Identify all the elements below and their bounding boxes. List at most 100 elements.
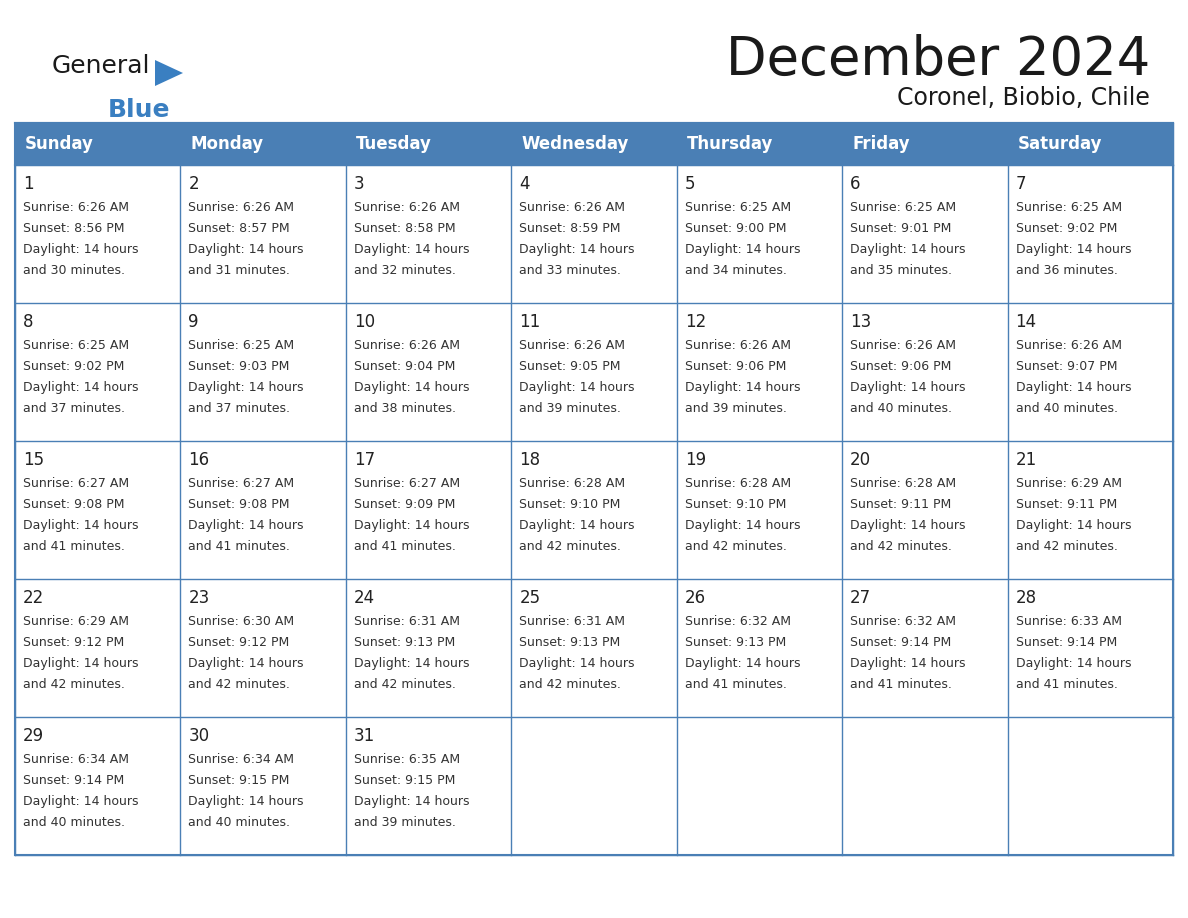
Text: and 41 minutes.: and 41 minutes. — [23, 540, 125, 553]
Text: 18: 18 — [519, 451, 541, 469]
Bar — [511, 441, 677, 579]
Text: 6: 6 — [851, 175, 860, 193]
Bar — [1007, 441, 1173, 579]
Bar — [1007, 579, 1173, 717]
Bar — [181, 123, 346, 165]
Text: and 39 minutes.: and 39 minutes. — [519, 402, 621, 415]
Text: and 42 minutes.: and 42 minutes. — [1016, 540, 1118, 553]
Text: Sunrise: 6:28 AM: Sunrise: 6:28 AM — [519, 477, 625, 490]
Text: Sunset: 9:06 PM: Sunset: 9:06 PM — [851, 360, 952, 373]
Text: Sunset: 9:10 PM: Sunset: 9:10 PM — [684, 498, 786, 511]
Bar — [15, 123, 1173, 855]
Text: Daylight: 14 hours: Daylight: 14 hours — [23, 795, 139, 808]
Text: and 42 minutes.: and 42 minutes. — [684, 540, 786, 553]
Text: Daylight: 14 hours: Daylight: 14 hours — [23, 243, 139, 256]
Text: 12: 12 — [684, 313, 706, 331]
Text: Sunrise: 6:27 AM: Sunrise: 6:27 AM — [354, 477, 460, 490]
Text: Daylight: 14 hours: Daylight: 14 hours — [23, 381, 139, 394]
Text: Daylight: 14 hours: Daylight: 14 hours — [1016, 381, 1131, 394]
Text: Daylight: 14 hours: Daylight: 14 hours — [851, 657, 966, 670]
Text: 14: 14 — [1016, 313, 1037, 331]
Text: Daylight: 14 hours: Daylight: 14 hours — [851, 381, 966, 394]
Text: and 41 minutes.: and 41 minutes. — [354, 540, 456, 553]
Bar — [1007, 303, 1173, 441]
Bar — [346, 303, 511, 441]
Text: 7: 7 — [1016, 175, 1026, 193]
Text: Daylight: 14 hours: Daylight: 14 hours — [684, 243, 801, 256]
Text: Daylight: 14 hours: Daylight: 14 hours — [684, 381, 801, 394]
Text: Daylight: 14 hours: Daylight: 14 hours — [354, 657, 469, 670]
Text: and 42 minutes.: and 42 minutes. — [354, 678, 456, 691]
Text: Daylight: 14 hours: Daylight: 14 hours — [684, 657, 801, 670]
Text: Sunrise: 6:25 AM: Sunrise: 6:25 AM — [1016, 201, 1121, 214]
Text: Sunrise: 6:25 AM: Sunrise: 6:25 AM — [684, 201, 791, 214]
Text: Friday: Friday — [852, 135, 910, 153]
Bar — [15, 579, 181, 717]
Text: and 34 minutes.: and 34 minutes. — [684, 264, 786, 277]
Text: Sunset: 9:14 PM: Sunset: 9:14 PM — [23, 774, 125, 787]
Text: Sunrise: 6:29 AM: Sunrise: 6:29 AM — [1016, 477, 1121, 490]
Bar — [842, 579, 1007, 717]
Text: Sunset: 9:03 PM: Sunset: 9:03 PM — [189, 360, 290, 373]
Text: Sunset: 9:15 PM: Sunset: 9:15 PM — [354, 774, 455, 787]
Bar — [677, 717, 842, 855]
Text: and 42 minutes.: and 42 minutes. — [519, 540, 621, 553]
Bar — [1007, 123, 1173, 165]
Bar — [677, 303, 842, 441]
Text: Sunset: 9:04 PM: Sunset: 9:04 PM — [354, 360, 455, 373]
Bar — [677, 579, 842, 717]
Text: Sunrise: 6:26 AM: Sunrise: 6:26 AM — [354, 201, 460, 214]
Text: Sunrise: 6:35 AM: Sunrise: 6:35 AM — [354, 753, 460, 766]
Text: 27: 27 — [851, 589, 871, 607]
Text: and 40 minutes.: and 40 minutes. — [1016, 402, 1118, 415]
Text: 13: 13 — [851, 313, 871, 331]
Text: Tuesday: Tuesday — [356, 135, 431, 153]
Bar — [677, 123, 842, 165]
Bar — [346, 717, 511, 855]
Bar — [842, 123, 1007, 165]
Text: Daylight: 14 hours: Daylight: 14 hours — [189, 795, 304, 808]
Text: December 2024: December 2024 — [726, 34, 1150, 86]
Text: Sunset: 9:15 PM: Sunset: 9:15 PM — [189, 774, 290, 787]
Text: 15: 15 — [23, 451, 44, 469]
Text: Sunset: 9:00 PM: Sunset: 9:00 PM — [684, 222, 786, 235]
Text: 9: 9 — [189, 313, 198, 331]
Polygon shape — [154, 60, 183, 86]
Text: Daylight: 14 hours: Daylight: 14 hours — [1016, 657, 1131, 670]
Text: Sunset: 9:10 PM: Sunset: 9:10 PM — [519, 498, 620, 511]
Text: 25: 25 — [519, 589, 541, 607]
Text: 10: 10 — [354, 313, 375, 331]
Text: Daylight: 14 hours: Daylight: 14 hours — [851, 519, 966, 532]
Text: Daylight: 14 hours: Daylight: 14 hours — [519, 657, 634, 670]
Text: Daylight: 14 hours: Daylight: 14 hours — [519, 519, 634, 532]
Text: and 33 minutes.: and 33 minutes. — [519, 264, 621, 277]
Text: Daylight: 14 hours: Daylight: 14 hours — [519, 243, 634, 256]
Text: and 41 minutes.: and 41 minutes. — [851, 678, 952, 691]
Text: 29: 29 — [23, 727, 44, 745]
Text: 23: 23 — [189, 589, 209, 607]
Text: Sunrise: 6:33 AM: Sunrise: 6:33 AM — [1016, 615, 1121, 628]
Text: and 40 minutes.: and 40 minutes. — [23, 816, 125, 829]
Text: 11: 11 — [519, 313, 541, 331]
Text: Daylight: 14 hours: Daylight: 14 hours — [23, 519, 139, 532]
Text: Sunrise: 6:27 AM: Sunrise: 6:27 AM — [23, 477, 129, 490]
Bar — [181, 717, 346, 855]
Text: Sunset: 9:07 PM: Sunset: 9:07 PM — [1016, 360, 1117, 373]
Text: Sunrise: 6:26 AM: Sunrise: 6:26 AM — [684, 339, 791, 352]
Text: Sunset: 9:02 PM: Sunset: 9:02 PM — [23, 360, 125, 373]
Text: Daylight: 14 hours: Daylight: 14 hours — [189, 657, 304, 670]
Text: Blue: Blue — [108, 98, 171, 122]
Text: Sunset: 9:12 PM: Sunset: 9:12 PM — [23, 636, 125, 649]
Text: and 38 minutes.: and 38 minutes. — [354, 402, 456, 415]
Text: Sunrise: 6:26 AM: Sunrise: 6:26 AM — [519, 339, 625, 352]
Text: and 31 minutes.: and 31 minutes. — [189, 264, 290, 277]
Bar — [842, 165, 1007, 303]
Text: Daylight: 14 hours: Daylight: 14 hours — [851, 243, 966, 256]
Text: Sunrise: 6:26 AM: Sunrise: 6:26 AM — [354, 339, 460, 352]
Text: Sunrise: 6:27 AM: Sunrise: 6:27 AM — [189, 477, 295, 490]
Text: Sunset: 9:06 PM: Sunset: 9:06 PM — [684, 360, 786, 373]
Text: and 37 minutes.: and 37 minutes. — [23, 402, 125, 415]
Bar — [511, 123, 677, 165]
Bar — [1007, 165, 1173, 303]
Text: 30: 30 — [189, 727, 209, 745]
